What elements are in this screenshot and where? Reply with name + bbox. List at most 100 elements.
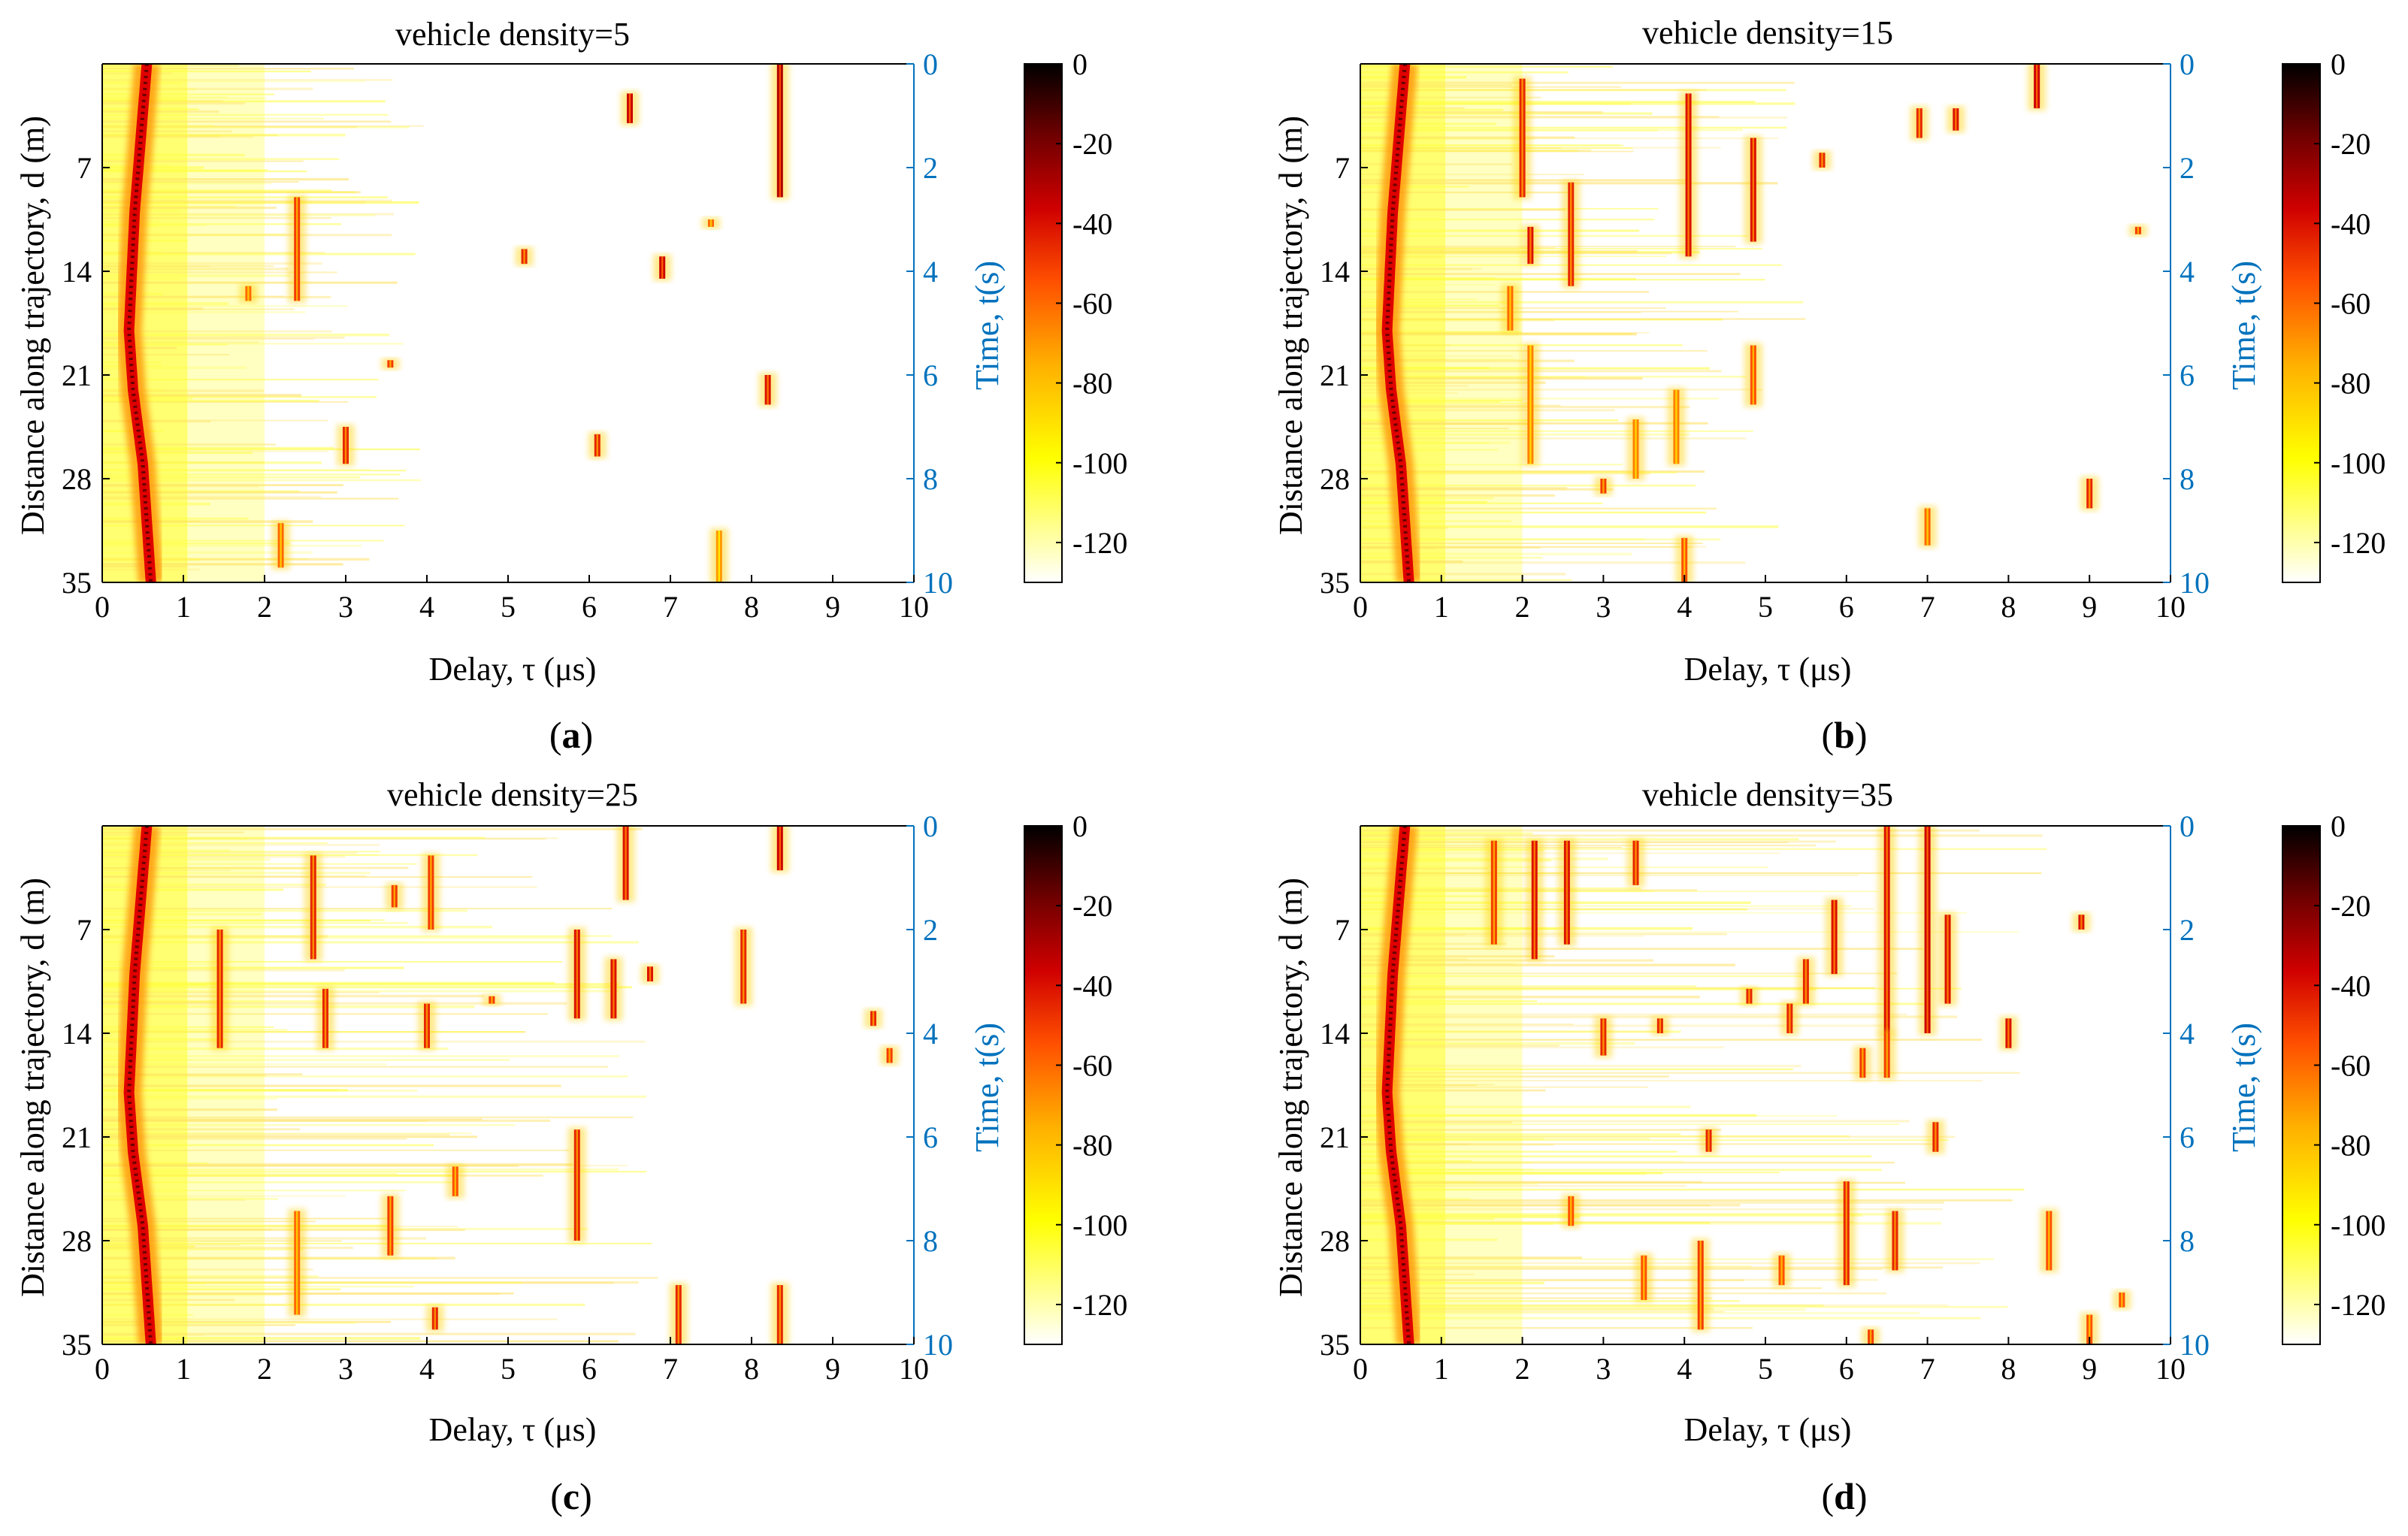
cluster-core bbox=[1643, 1255, 1645, 1300]
streak bbox=[1360, 1068, 1793, 1071]
streak bbox=[102, 558, 308, 560]
streak bbox=[1360, 401, 1501, 403]
y-tick-label: 7 bbox=[1335, 913, 1350, 947]
streak bbox=[1360, 108, 1504, 111]
streak bbox=[1360, 552, 1632, 555]
panel-b-y-label: Distance along trajectory, d (m) bbox=[1272, 116, 1309, 535]
streak bbox=[1360, 144, 1620, 147]
time-tick-label: 8 bbox=[923, 1224, 938, 1258]
streak bbox=[102, 333, 389, 337]
time-tick-label: 8 bbox=[2180, 462, 2195, 496]
cluster-core bbox=[389, 360, 392, 368]
streak bbox=[102, 191, 355, 193]
x-tick-label: 10 bbox=[2155, 590, 2186, 624]
panel-c-y-label: Distance along trajectory, d (m) bbox=[14, 878, 51, 1297]
heatmap-content bbox=[1360, 64, 2147, 582]
x-tick-label: 4 bbox=[1677, 1352, 1692, 1386]
cluster-core bbox=[1780, 1255, 1783, 1286]
streak bbox=[102, 855, 346, 858]
cluster-core bbox=[1566, 840, 1569, 945]
streak bbox=[1360, 147, 1633, 150]
streak bbox=[102, 133, 346, 137]
y-tick-label: 7 bbox=[77, 151, 92, 185]
cluster-core bbox=[2048, 1211, 2050, 1271]
streak bbox=[1360, 1121, 1512, 1124]
cluster-core bbox=[1926, 826, 1929, 1033]
streak bbox=[102, 70, 311, 73]
streak bbox=[102, 252, 416, 255]
x-tick-label: 2 bbox=[257, 590, 272, 624]
y-tick-label: 7 bbox=[77, 913, 92, 947]
streak bbox=[102, 831, 244, 833]
streak bbox=[102, 353, 229, 356]
cluster-core bbox=[389, 1196, 392, 1256]
colorbar-tick-label: -120 bbox=[1072, 1288, 1127, 1322]
streak bbox=[102, 1303, 585, 1306]
x-tick-label: 9 bbox=[825, 1352, 840, 1386]
cluster-core bbox=[1687, 93, 1690, 257]
streak bbox=[1360, 186, 1469, 188]
streak bbox=[102, 1047, 449, 1051]
streak bbox=[102, 295, 331, 298]
streak bbox=[102, 170, 260, 171]
streak bbox=[102, 302, 228, 305]
streak bbox=[102, 158, 340, 160]
streak bbox=[102, 307, 204, 310]
panel-a-plot-area bbox=[101, 63, 915, 583]
streak bbox=[102, 1026, 274, 1028]
streak bbox=[102, 1063, 387, 1066]
cluster-core bbox=[613, 959, 615, 1019]
x-tick-label: 9 bbox=[825, 590, 840, 624]
streak bbox=[102, 495, 321, 498]
streak bbox=[102, 1120, 429, 1122]
streak bbox=[102, 1244, 240, 1247]
streak bbox=[1360, 284, 1496, 286]
streak bbox=[1360, 1162, 1532, 1164]
streak bbox=[102, 925, 493, 929]
streak bbox=[1360, 112, 1653, 115]
streak bbox=[1360, 144, 1624, 147]
panel-d-colorbar-ticks: 0 -20 -40 -60 -80 -100 -120 bbox=[2314, 809, 2385, 1322]
streak bbox=[102, 213, 395, 216]
streak bbox=[1360, 1161, 1895, 1164]
streak bbox=[1360, 497, 1494, 500]
streak bbox=[102, 1248, 304, 1250]
streak bbox=[1360, 1072, 2020, 1074]
streak bbox=[102, 883, 326, 886]
panel-d-y-label: Distance along trajectory, d (m) bbox=[1272, 878, 1309, 1297]
colorbar-tick-label: -80 bbox=[2331, 367, 2370, 401]
colorbar-tick-label: -40 bbox=[2331, 969, 2370, 1002]
cluster-core bbox=[1947, 915, 1949, 1004]
streak bbox=[102, 1095, 646, 1099]
x-tick-label: 4 bbox=[1677, 590, 1692, 624]
colorbar-tick-label: -100 bbox=[1072, 446, 1127, 480]
cluster-core bbox=[1659, 1018, 1662, 1033]
streak bbox=[1360, 838, 1799, 841]
streak bbox=[102, 1000, 221, 1003]
streak bbox=[102, 1163, 573, 1166]
streak bbox=[1360, 1317, 1981, 1320]
streak bbox=[102, 336, 345, 339]
time-tick-label: 0 bbox=[923, 809, 938, 843]
streak bbox=[1360, 358, 1447, 361]
streak bbox=[1360, 832, 1533, 835]
streak bbox=[1360, 494, 1556, 497]
cluster-core bbox=[779, 826, 781, 871]
streak bbox=[1360, 1214, 1862, 1217]
y-tick-label: 28 bbox=[62, 462, 92, 496]
streak bbox=[102, 497, 399, 500]
los-path-core bbox=[1385, 64, 1411, 582]
x-tick-label: 2 bbox=[257, 1352, 272, 1386]
streak bbox=[1360, 546, 1692, 548]
streak bbox=[1360, 1129, 1722, 1131]
colorbar-tick-label: -100 bbox=[1072, 1208, 1127, 1242]
streak bbox=[1360, 1139, 1949, 1141]
y-tick-label: 35 bbox=[1320, 566, 1350, 600]
cluster-core bbox=[1602, 1018, 1605, 1056]
x-tick-label: 7 bbox=[663, 1352, 678, 1386]
streak bbox=[1360, 840, 1836, 843]
streak bbox=[102, 207, 277, 210]
streak bbox=[1360, 500, 1487, 503]
streak bbox=[102, 308, 295, 310]
